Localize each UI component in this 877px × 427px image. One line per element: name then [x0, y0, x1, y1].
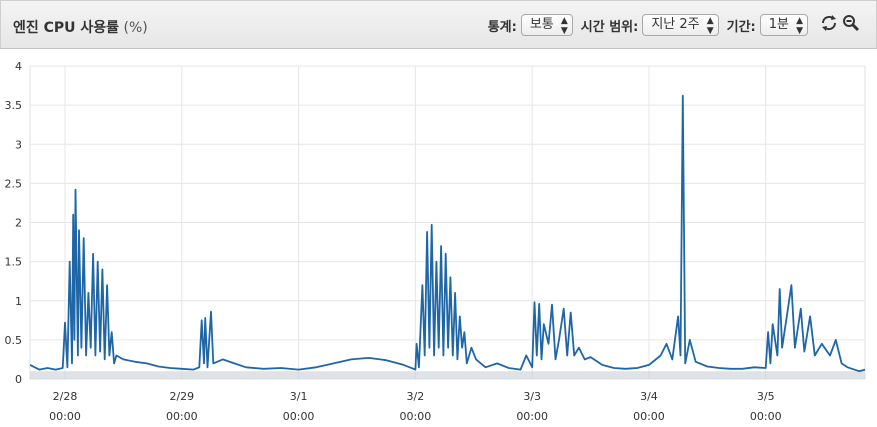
cpu-chart[interactable]: 0 0.5 1 1.5 2 2.5 3 3.5 4 2/28 00:00 2/29 00:00 3/1 00…: [0, 48, 877, 427]
title-unit: (%): [123, 20, 148, 36]
refresh-icon[interactable]: [820, 14, 838, 36]
x-tick-time: 00:00: [516, 410, 548, 423]
stat-select-value: 보통: [529, 17, 554, 32]
y-tick-label: 3: [15, 138, 22, 151]
select-arrows-icon: ▲ ▼: [796, 16, 803, 36]
title-text: 엔진 CPU 사용률: [13, 20, 120, 36]
y-tick-label: 4: [15, 60, 22, 73]
metric-header: 엔진 CPU 사용률 (%) 통계: 보통 ▲ ▼ 시간 범위: 지난 2주 ▲ ▼…: [0, 0, 877, 49]
x-tick-date: 3/3: [523, 390, 541, 403]
y-tick-label: 1: [15, 295, 22, 308]
x-tick-date: 2/28: [53, 390, 78, 403]
y-tick-label: 3.5: [5, 99, 23, 112]
range-select-value: 지난 2주: [651, 17, 700, 32]
x-tick-date: 3/4: [640, 390, 658, 403]
range-label: 시간 범위:: [580, 19, 639, 35]
x-tick-date: 3/2: [407, 390, 425, 403]
x-tick-time: 00:00: [633, 410, 665, 423]
y-tick-label: 2.5: [5, 177, 23, 190]
x-tick-time: 00:00: [49, 410, 81, 423]
y-tick-label: 2: [15, 217, 22, 230]
y-tick-label: 0: [15, 373, 22, 386]
series-band: [30, 371, 865, 379]
x-tick-time: 00:00: [400, 410, 432, 423]
stat-label: 통계:: [487, 19, 517, 35]
select-arrows-icon: ▲ ▼: [560, 16, 568, 36]
metric-title: 엔진 CPU 사용률 (%): [13, 17, 148, 37]
cpu-chart-svg: 0 0.5 1 1.5 2 2.5 3 3.5 4 2/28 00:00 2/29 00:00 3/1 00…: [5, 60, 866, 423]
period-select[interactable]: 1분 ▲ ▼: [759, 14, 808, 36]
stat-select[interactable]: 보통 ▲ ▼: [520, 14, 573, 36]
range-select[interactable]: 지난 2주 ▲ ▼: [642, 14, 719, 36]
x-tick-time: 00:00: [166, 410, 198, 423]
zoom-out-icon[interactable]: [842, 14, 860, 36]
period-label: 기간:: [726, 19, 756, 35]
x-tick-date: 3/1: [290, 390, 308, 403]
x-tick-date: 3/5: [757, 390, 775, 403]
chart-controls: 통계: 보통 ▲ ▼ 시간 범위: 지난 2주 ▲ ▼ 기간: 1분 ▲ ▼: [488, 14, 860, 36]
y-tick-label: 1.5: [5, 256, 23, 269]
period-select-value: 1분: [768, 17, 789, 32]
select-arrows-icon: ▲ ▼: [706, 16, 714, 36]
y-tick-label: 0.5: [5, 334, 23, 347]
x-tick-time: 00:00: [283, 410, 315, 423]
series-line: [29, 94, 866, 373]
x-tick-time: 00:00: [750, 410, 782, 423]
x-tick-date: 2/29: [169, 390, 194, 403]
